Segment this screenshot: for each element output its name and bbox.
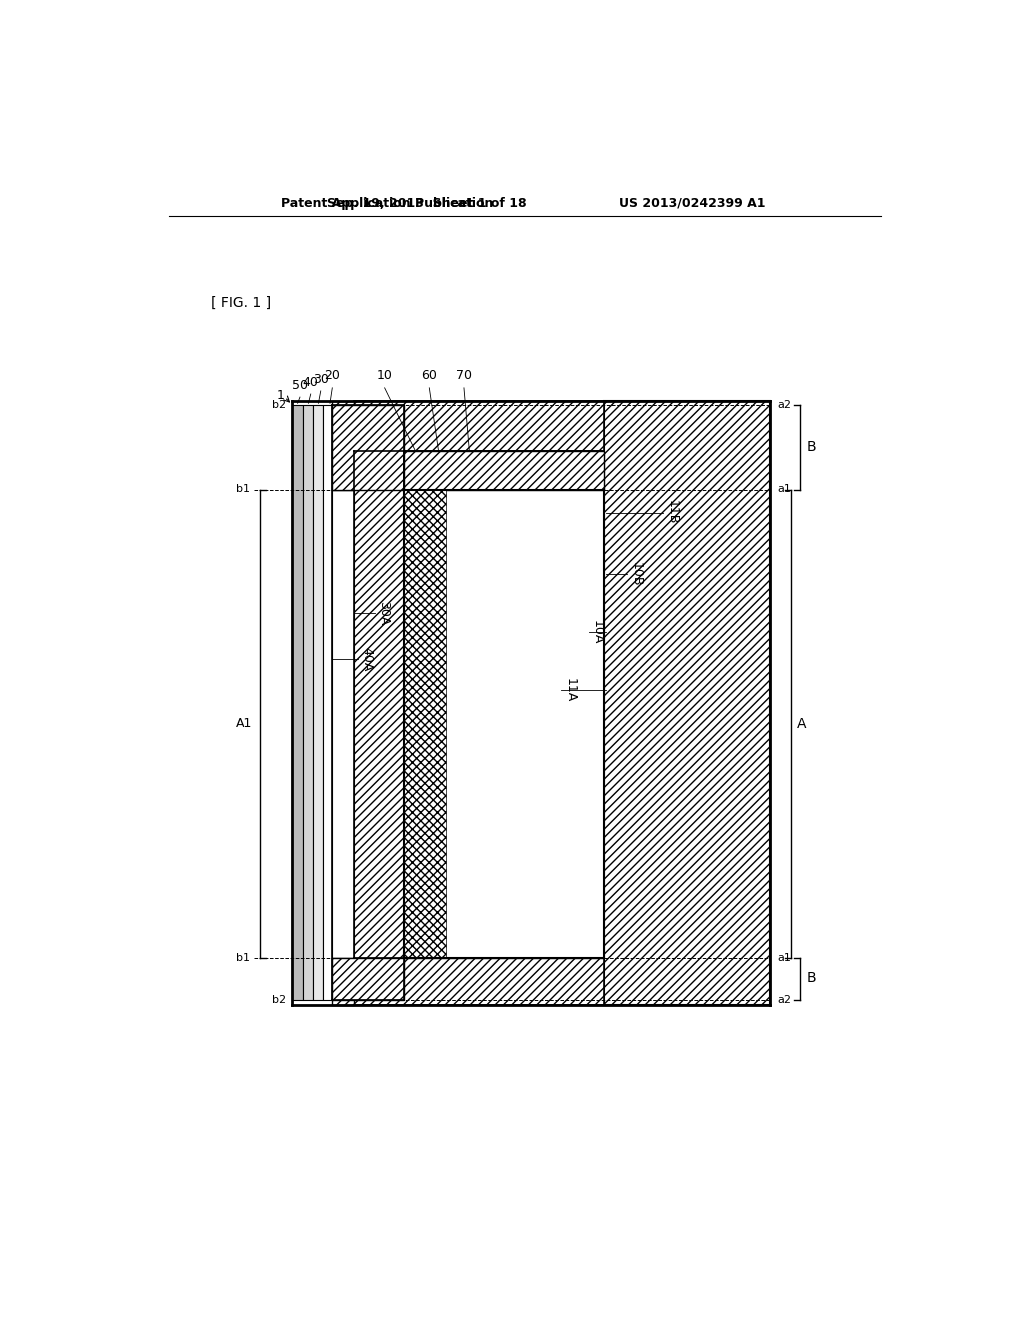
- Text: 50: 50: [292, 379, 308, 392]
- Text: A1: A1: [236, 717, 252, 730]
- Text: B: B: [807, 972, 816, 986]
- Bar: [333, 405, 403, 490]
- Text: 10A: 10A: [591, 620, 604, 644]
- Text: B: B: [807, 440, 816, 454]
- Text: 11B: 11B: [666, 500, 679, 525]
- Text: 30: 30: [312, 372, 329, 385]
- Bar: [323, 405, 333, 1001]
- Text: b1: b1: [236, 484, 250, 495]
- Bar: [333, 958, 354, 1006]
- Bar: [333, 958, 403, 1001]
- Text: Patent Application Publication: Patent Application Publication: [281, 197, 494, 210]
- Text: 70: 70: [456, 370, 472, 383]
- Text: 10: 10: [377, 370, 392, 383]
- Text: 40: 40: [303, 376, 318, 388]
- Bar: [354, 958, 604, 1006]
- Text: b1: b1: [236, 953, 250, 962]
- Text: 60: 60: [422, 370, 437, 383]
- Text: 20: 20: [325, 370, 340, 383]
- Text: US 2013/0242399 A1: US 2013/0242399 A1: [620, 197, 766, 210]
- Text: Sep. 19, 2013  Sheet 1 of 18: Sep. 19, 2013 Sheet 1 of 18: [328, 197, 526, 210]
- Bar: [354, 401, 604, 451]
- Text: b2: b2: [272, 995, 286, 1005]
- Text: 11A: 11A: [563, 677, 577, 702]
- Text: 1: 1: [276, 389, 285, 403]
- Bar: [354, 451, 403, 958]
- Text: b2: b2: [272, 400, 286, 409]
- Text: A: A: [798, 717, 807, 730]
- Bar: [313, 405, 323, 1001]
- Bar: [604, 401, 770, 1006]
- Bar: [403, 490, 446, 958]
- Bar: [446, 451, 604, 958]
- Text: a1: a1: [777, 484, 792, 495]
- Text: a2: a2: [777, 995, 792, 1005]
- Bar: [292, 405, 303, 1001]
- Bar: [303, 405, 313, 1001]
- Text: [ FIG. 1 ]: [ FIG. 1 ]: [211, 296, 271, 310]
- Text: a1: a1: [777, 953, 792, 962]
- Text: 40A: 40A: [360, 647, 373, 671]
- Bar: [333, 401, 354, 490]
- Text: 30A: 30A: [377, 601, 390, 624]
- Text: 10B: 10B: [630, 562, 642, 586]
- Bar: [403, 451, 604, 490]
- Text: a2: a2: [777, 400, 792, 409]
